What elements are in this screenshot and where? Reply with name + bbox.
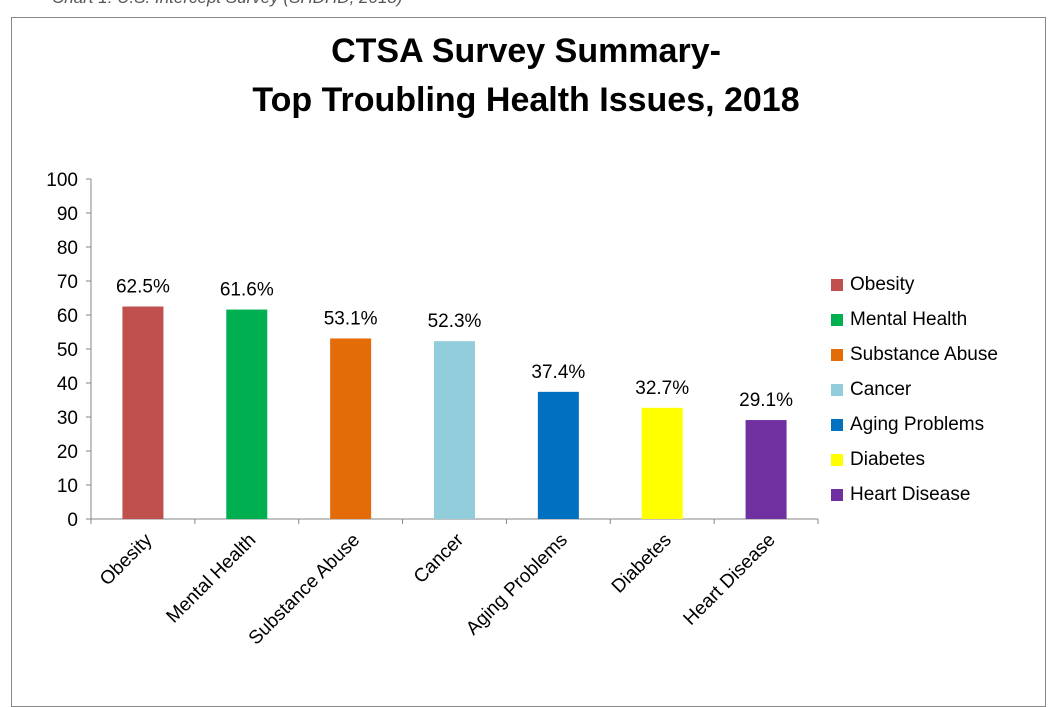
x-tick-label: Obesity bbox=[96, 529, 157, 590]
y-tick-label: 10 bbox=[57, 476, 78, 497]
y-tick-label: 80 bbox=[57, 238, 78, 259]
legend-swatch bbox=[831, 348, 843, 361]
y-tick-label: 70 bbox=[57, 272, 78, 293]
data-label: 37.4% bbox=[531, 362, 585, 383]
legend-item: Heart Disease bbox=[831, 477, 998, 512]
legend-swatch bbox=[831, 313, 843, 326]
legend-label: Mental Health bbox=[850, 308, 968, 330]
legend-label: Obesity bbox=[850, 273, 915, 295]
bar bbox=[641, 407, 683, 519]
legend-item: Diabetes bbox=[831, 442, 998, 477]
legend-item: Obesity bbox=[831, 267, 998, 302]
chart-title-line2: Top Troubling Health Issues, 2018 bbox=[252, 81, 800, 119]
legend-swatch bbox=[831, 383, 843, 396]
y-tick-label: 40 bbox=[57, 374, 78, 395]
legend-label: Substance Abuse bbox=[850, 343, 998, 365]
chart-legend: Obesity Mental Health Substance Abuse Cance… bbox=[831, 267, 998, 512]
data-label: 29.1% bbox=[739, 390, 793, 411]
chart-title: CTSA Survey Summary- Top Troubling Healt… bbox=[0, 27, 1048, 125]
data-label: 61.6% bbox=[220, 280, 274, 301]
legend-label: Diabetes bbox=[850, 448, 925, 470]
legend-swatch bbox=[831, 278, 843, 291]
data-label: 32.7% bbox=[635, 378, 689, 399]
y-tick-label: 20 bbox=[57, 442, 78, 463]
chart-title-line1: CTSA Survey Summary- bbox=[331, 32, 721, 70]
legend-item: Mental Health bbox=[831, 302, 998, 337]
x-tick-label: Heart Disease bbox=[680, 530, 780, 630]
x-tick-label: Aging Problems bbox=[462, 530, 572, 640]
legend-label: Heart Disease bbox=[850, 483, 971, 505]
y-tick-label: 0 bbox=[67, 510, 78, 531]
y-tick-label: 100 bbox=[46, 170, 78, 191]
legend-swatch bbox=[831, 418, 843, 431]
y-tick-label: 90 bbox=[57, 204, 78, 225]
bar bbox=[434, 341, 475, 519]
legend-label: Aging Problems bbox=[850, 413, 985, 435]
data-label: 53.1% bbox=[324, 308, 378, 329]
bar bbox=[330, 338, 372, 519]
y-tick-label: 60 bbox=[57, 306, 78, 327]
bar bbox=[745, 420, 787, 519]
bar bbox=[122, 306, 164, 519]
legend-item: Substance Abuse bbox=[831, 337, 998, 372]
x-tick-label: Mental Health bbox=[163, 530, 261, 628]
bar bbox=[226, 309, 268, 519]
legend-label: Cancer bbox=[850, 378, 912, 400]
y-tick-label: 50 bbox=[57, 340, 78, 361]
x-tick-label: Substance Abuse bbox=[245, 530, 364, 649]
x-tick-label: Cancer bbox=[410, 529, 469, 588]
legend-item: Aging Problems bbox=[831, 407, 998, 442]
x-tick-label: Diabetes bbox=[608, 530, 676, 598]
chart-frame bbox=[11, 17, 1046, 707]
data-label: 52.3% bbox=[428, 311, 482, 332]
legend-swatch bbox=[831, 488, 843, 501]
chart-caption: Chart 1: U.S. Intercept Survey (SHDHD, 2… bbox=[52, 0, 403, 8]
legend-swatch bbox=[831, 453, 843, 466]
y-tick-label: 30 bbox=[57, 408, 78, 429]
bar bbox=[537, 391, 579, 519]
legend-item: Cancer bbox=[831, 372, 998, 407]
data-label: 62.5% bbox=[116, 277, 170, 298]
